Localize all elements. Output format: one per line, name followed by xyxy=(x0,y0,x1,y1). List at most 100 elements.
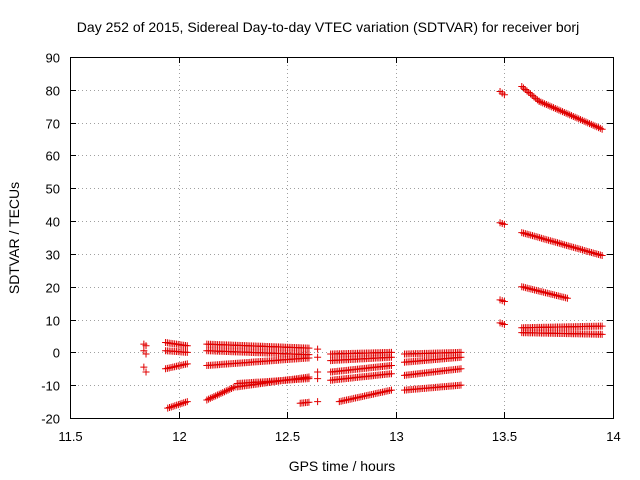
data-point xyxy=(183,360,191,368)
data-point xyxy=(559,108,567,116)
data-point xyxy=(589,121,597,129)
data-point xyxy=(598,330,606,338)
y-tick-label: -10 xyxy=(41,379,60,394)
data-point xyxy=(550,104,558,112)
data-point xyxy=(140,363,148,371)
x-tick-label: 12.5 xyxy=(275,429,300,444)
data-point xyxy=(518,229,526,237)
data-point xyxy=(589,249,597,257)
data-point xyxy=(182,398,190,406)
data-point xyxy=(591,250,599,258)
data-point xyxy=(142,368,150,376)
data-point xyxy=(164,404,172,412)
data-point xyxy=(208,393,216,401)
data-point xyxy=(570,243,578,251)
y-tick-label: 20 xyxy=(46,281,60,296)
data-point xyxy=(526,90,534,98)
data-point xyxy=(578,116,586,124)
data-point xyxy=(571,244,579,252)
data-point xyxy=(563,294,571,302)
x-axis-label: GPS time / hours xyxy=(289,458,396,474)
data-point xyxy=(173,401,181,409)
data-point xyxy=(582,118,590,126)
x-tick-label: 13 xyxy=(389,429,403,444)
data-point xyxy=(520,229,528,237)
y-axis-label: SDTVAR / TECUs xyxy=(6,182,22,294)
data-point xyxy=(551,104,559,112)
data-point xyxy=(518,83,526,91)
data-point xyxy=(593,250,601,258)
plot-frame xyxy=(70,57,614,419)
data-point xyxy=(220,388,228,396)
data-point xyxy=(387,386,395,394)
data-point xyxy=(559,240,567,248)
data-point xyxy=(593,123,601,131)
data-point xyxy=(183,348,191,356)
data-point xyxy=(541,100,549,108)
data-point xyxy=(457,381,465,389)
data-point xyxy=(573,244,581,252)
data-point xyxy=(183,398,191,406)
data-point xyxy=(305,398,313,406)
data-point xyxy=(535,97,543,105)
data-point xyxy=(521,85,529,93)
data-point xyxy=(550,238,558,246)
data-point xyxy=(545,236,553,244)
data-point xyxy=(575,245,583,253)
data-point xyxy=(314,345,322,353)
data-point xyxy=(560,108,568,116)
y-tick-label: 10 xyxy=(46,314,60,329)
data-point xyxy=(557,107,565,115)
data-point xyxy=(528,91,536,99)
data-point xyxy=(521,230,529,238)
data-point xyxy=(183,342,191,350)
data-point xyxy=(222,387,230,395)
chart-title: Day 252 of 2015, Sidereal Day-to-day VTE… xyxy=(77,19,579,35)
data-point xyxy=(539,99,547,107)
data-point xyxy=(537,234,545,242)
data-point xyxy=(314,398,322,406)
x-tick-label: 13.5 xyxy=(492,429,517,444)
data-point xyxy=(577,245,585,253)
data-point xyxy=(595,251,603,259)
data-point xyxy=(561,241,569,249)
data-point xyxy=(591,122,599,130)
data-point xyxy=(142,350,150,358)
data-point xyxy=(573,114,581,122)
data-point xyxy=(205,395,213,403)
data-point xyxy=(537,98,545,106)
data-point xyxy=(586,120,594,128)
data-point xyxy=(500,91,508,99)
data-point xyxy=(598,125,606,133)
data-point xyxy=(314,375,322,383)
data-point xyxy=(575,115,583,123)
x-tick-label: 11.5 xyxy=(58,429,82,444)
data-point xyxy=(542,100,550,108)
y-tick-label: -20 xyxy=(41,412,60,427)
data-point xyxy=(305,344,313,352)
data-points xyxy=(140,83,606,412)
x-tick-label: 12 xyxy=(172,429,186,444)
data-point xyxy=(180,399,188,407)
data-point xyxy=(598,322,606,330)
data-point xyxy=(587,248,595,256)
data-point xyxy=(544,101,552,109)
data-point xyxy=(568,243,576,251)
data-point xyxy=(584,119,592,127)
data-point xyxy=(530,232,538,240)
data-point xyxy=(305,354,313,362)
data-point xyxy=(564,242,572,250)
y-tick-label: 70 xyxy=(46,117,60,132)
data-point xyxy=(562,241,570,249)
data-point xyxy=(500,320,508,328)
data-point xyxy=(541,235,549,243)
data-point xyxy=(229,384,237,392)
data-point xyxy=(219,389,227,397)
data-point xyxy=(595,124,603,132)
data-point xyxy=(582,247,590,255)
data-point xyxy=(532,94,540,102)
data-point xyxy=(314,353,322,361)
data-point xyxy=(534,233,542,241)
data-point xyxy=(548,237,556,245)
data-point xyxy=(176,400,184,408)
